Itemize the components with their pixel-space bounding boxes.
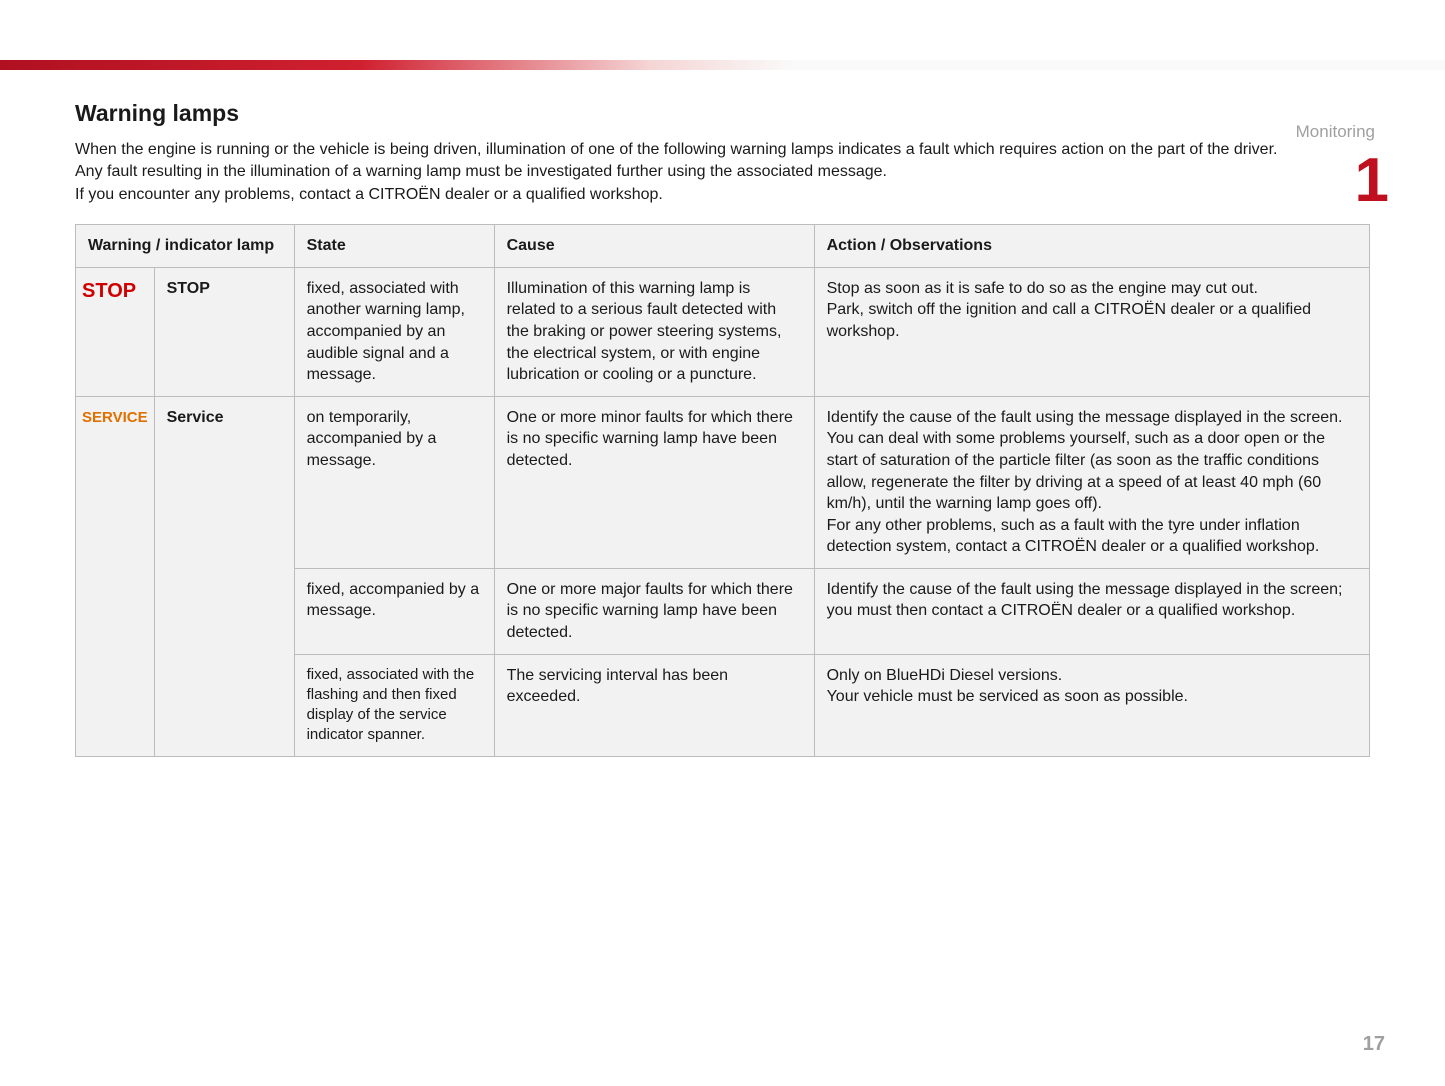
- lamp-cause: One or more major faults for which there…: [494, 568, 814, 654]
- lamp-action: Identify the cause of the fault using th…: [814, 568, 1369, 654]
- intro-text: When the engine is running or the vehicl…: [75, 139, 1370, 206]
- table-header-row: Warning / indicator lamp State Cause Act…: [76, 225, 1370, 268]
- intro-line-3: If you encounter any problems, contact a…: [75, 186, 663, 203]
- lamp-cause: One or more minor faults for which there…: [494, 396, 814, 568]
- table-row: STOP STOP fixed, associated with another…: [76, 267, 1370, 396]
- chapter-number: 1: [1355, 145, 1385, 216]
- section-label: Monitoring: [1296, 122, 1375, 142]
- col-header-lamp: Warning / indicator lamp: [76, 225, 295, 268]
- lamp-action: Identify the cause of the fault using th…: [814, 396, 1369, 568]
- page-title: Warning lamps: [75, 100, 1370, 127]
- lamp-state: fixed, associated with the flashing and …: [294, 654, 494, 756]
- col-header-state: State: [294, 225, 494, 268]
- lamp-state: on temporarily, accompanied by a message…: [294, 396, 494, 568]
- lamp-name: Service: [154, 396, 294, 756]
- lamp-action: Only on BlueHDi Diesel versions.Your veh…: [814, 654, 1369, 756]
- lamp-cause: Illumination of this warning lamp is rel…: [494, 267, 814, 396]
- col-header-action: Action / Observations: [814, 225, 1369, 268]
- page-number: 17: [1363, 1033, 1385, 1056]
- lamp-state: fixed, accompanied by a message.: [294, 568, 494, 654]
- table-row: SERVICE Service on temporarily, accompan…: [76, 396, 1370, 568]
- content-area: Warning lamps When the engine is running…: [0, 70, 1445, 757]
- intro-line-2: Any fault resulting in the illumination …: [75, 163, 887, 180]
- lamp-action: Stop as soon as it is safe to do so as t…: [814, 267, 1369, 396]
- lamp-cause: The servicing interval has been exceeded…: [494, 654, 814, 756]
- intro-line-1: When the engine is running or the vehicl…: [75, 141, 1277, 158]
- col-header-cause: Cause: [494, 225, 814, 268]
- lamp-name: STOP: [154, 267, 294, 396]
- warning-lamps-table: Warning / indicator lamp State Cause Act…: [75, 224, 1370, 757]
- stop-icon-cell: STOP: [76, 267, 155, 396]
- stop-icon: STOP: [82, 280, 136, 302]
- top-bar: [0, 60, 1445, 70]
- lamp-state: fixed, associated with another warning l…: [294, 267, 494, 396]
- service-icon: SERVICE: [82, 409, 148, 426]
- service-icon-cell: SERVICE: [76, 396, 155, 756]
